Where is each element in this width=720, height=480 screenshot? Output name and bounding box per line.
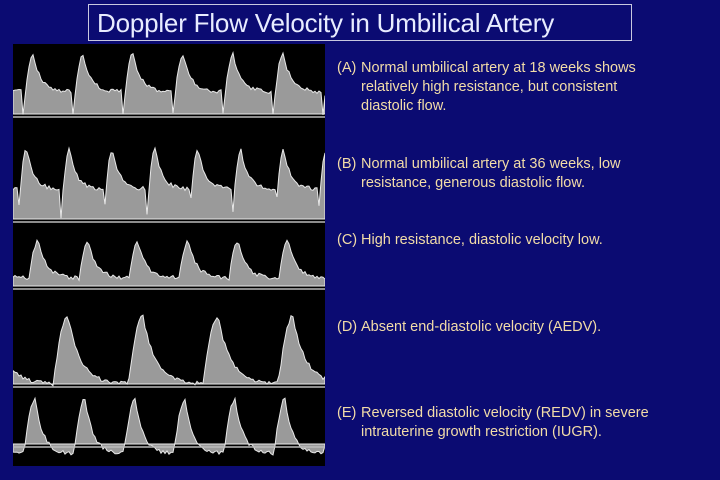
waveform-strip-a (13, 53, 325, 115)
doppler-waveforms (13, 44, 325, 466)
doppler-waveform-image (13, 44, 325, 466)
waveform-strip-b (13, 148, 325, 219)
item-label: (D) (337, 318, 357, 337)
item-d: (D) Absent end-diastolic velocity (AEDV)… (337, 318, 717, 337)
item-c: (C) High resistance, diastolic velocity … (337, 231, 717, 250)
item-text: Normal umbilical artery at 36 weeks, low… (361, 155, 656, 193)
waveform-strip-d (13, 315, 325, 386)
item-e: (E) Reversed diastolic velocity (REDV) i… (337, 404, 717, 442)
item-text: Absent end-diastolic velocity (AEDV). (361, 318, 717, 337)
item-label: (C) (337, 231, 357, 250)
title-box: Doppler Flow Velocity in Umbilical Arter… (88, 4, 632, 41)
item-label: (B) (337, 155, 356, 174)
item-label: (A) (337, 59, 356, 78)
item-text: Normal umbilical artery at 18 weeks show… (361, 59, 671, 116)
item-label: (E) (337, 404, 356, 423)
item-b: (B) Normal umbilical artery at 36 weeks,… (337, 155, 717, 193)
item-text: Reversed diastolic velocity (REDV) in se… (361, 404, 691, 442)
item-text: High resistance, diastolic velocity low. (361, 231, 717, 250)
slide-title: Doppler Flow Velocity in Umbilical Arter… (97, 8, 554, 39)
waveform-strip-c (13, 240, 325, 286)
item-a: (A) Normal umbilical artery at 18 weeks … (337, 59, 717, 116)
